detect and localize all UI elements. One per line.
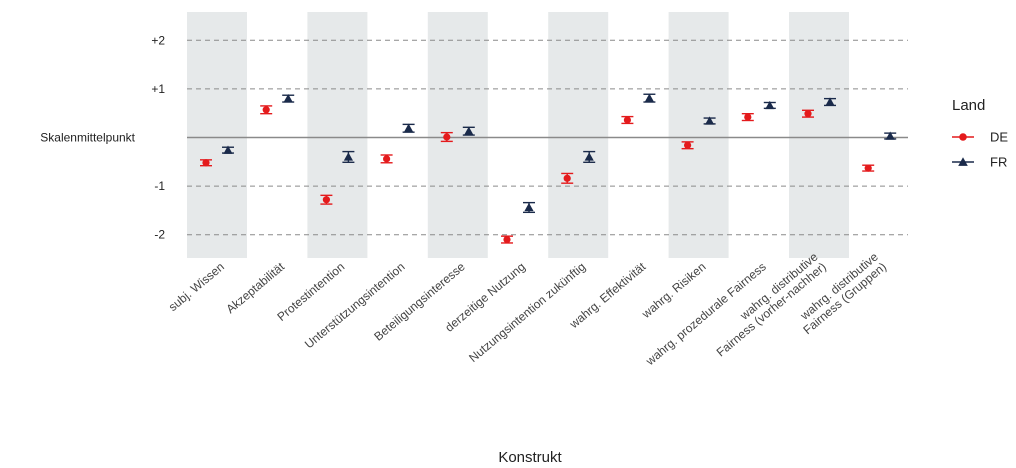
x-tick-labels: subj. WissenAkzeptabilitätProtestintenti… bbox=[166, 249, 889, 368]
x-tick-label-line: subj. Wissen bbox=[166, 260, 227, 314]
data-point-de bbox=[322, 196, 330, 204]
x-tick-label: subj. Wissen bbox=[166, 260, 227, 314]
legend-label-fr: FR bbox=[990, 155, 1007, 170]
data-point-fr bbox=[885, 131, 895, 140]
x-tick-label: Unterstützungsintention bbox=[302, 260, 408, 352]
data-point-de bbox=[202, 159, 210, 167]
shaded-band bbox=[187, 12, 247, 258]
x-tick-label-line: Nutzungsintention zukünftig bbox=[466, 260, 588, 365]
data-marks bbox=[200, 93, 897, 244]
data-point-de bbox=[503, 235, 511, 244]
data-point-de bbox=[623, 116, 632, 124]
data-point-de bbox=[262, 106, 270, 114]
y-tick-label: +1 bbox=[151, 82, 165, 96]
y-tick-labels: +2 +1 Skalenmittelpunkt -1 -2 bbox=[40, 33, 165, 241]
legend-title: Land bbox=[952, 97, 985, 114]
shaded-band bbox=[789, 12, 849, 258]
data-point-fr bbox=[825, 97, 835, 106]
data-point-fr bbox=[343, 152, 353, 161]
data-point-de bbox=[443, 133, 451, 141]
legend-marker-fr bbox=[958, 157, 968, 166]
shaded-band bbox=[548, 12, 609, 258]
data-point-fr bbox=[404, 123, 414, 132]
shaded-band bbox=[427, 12, 488, 258]
data-point-fr bbox=[765, 100, 775, 110]
data-point-fr bbox=[283, 94, 293, 103]
x-tick-label: Nutzungsintention zukünftig bbox=[466, 260, 588, 365]
legend-marker-de bbox=[959, 133, 967, 141]
data-point-de bbox=[744, 113, 752, 121]
data-point-fr bbox=[464, 126, 474, 135]
x-tick-label-line: Unterstützungsintention bbox=[302, 260, 408, 352]
shaded-band bbox=[668, 12, 729, 258]
x-tick-label: Akzeptabilität bbox=[223, 259, 287, 316]
data-point-de bbox=[684, 141, 692, 149]
x-axis-title: Konstrukt bbox=[498, 449, 562, 466]
shaded-bands bbox=[187, 12, 849, 258]
data-point-de bbox=[383, 155, 391, 163]
data-point-fr bbox=[584, 152, 594, 161]
data-point-fr bbox=[524, 202, 534, 212]
x-tick-label-line: Akzeptabilität bbox=[223, 259, 287, 316]
data-point-de bbox=[563, 174, 571, 182]
data-point-fr bbox=[223, 145, 233, 154]
y-tick-label: Skalenmittelpunkt bbox=[40, 131, 135, 145]
grid-lines bbox=[187, 39, 908, 236]
y-tick-label: -2 bbox=[154, 228, 165, 242]
data-point-de bbox=[864, 164, 872, 172]
data-point-fr bbox=[705, 116, 715, 125]
legend: Land DE FR bbox=[952, 97, 1008, 170]
legend-label-de: DE bbox=[990, 130, 1008, 145]
data-point-fr bbox=[644, 93, 654, 102]
y-tick-label: +2 bbox=[151, 33, 165, 47]
shaded-band bbox=[307, 12, 368, 258]
y-tick-label: -1 bbox=[154, 179, 165, 193]
data-point-de bbox=[804, 110, 812, 118]
